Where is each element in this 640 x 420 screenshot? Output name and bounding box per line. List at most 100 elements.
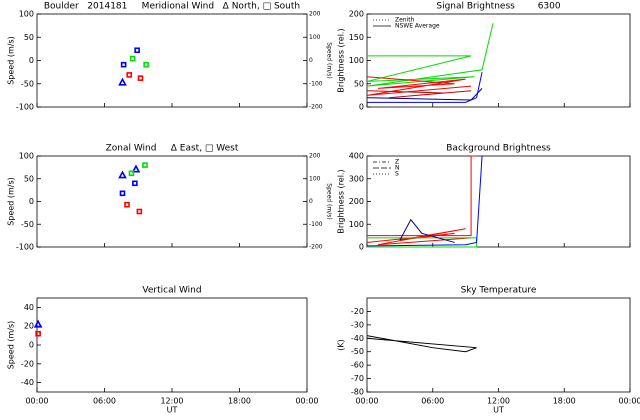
square-marker [132,180,138,187]
y-tick-label: 100 [19,10,34,19]
panel-title: Boulder 2014181 Meridional Wind Δ North,… [44,2,300,12]
x-tick-label: 00:00 [618,397,640,406]
panel-title: Background Brightness [446,144,551,154]
x-tick-label: 00:00 [295,397,318,406]
data-line [366,155,483,247]
y-tick-label: 0 [29,197,34,206]
y-tick-label: 400 [349,152,364,161]
square-marker [134,47,140,54]
y-tick-label: -60 [351,361,364,370]
data-line [366,335,477,353]
square-marker [124,201,130,208]
square-marker [136,208,143,215]
y2-tick-label: -200 [309,244,323,251]
y-tick-label: 200 [349,197,364,206]
y2-axis-label: Speed (m/s) [326,42,333,78]
y-tick-label: -50 [351,347,364,356]
y-tick-label: 0 [359,103,364,112]
x-tick-label: 00:00 [355,397,378,406]
y-tick-label: 50 [354,79,364,88]
plot-frame [36,297,308,393]
plot-frame [366,155,631,248]
y-tick-label: -50 [21,79,34,88]
legend-label: Zenith [395,17,415,24]
x-tick-label: 18:00 [553,397,576,406]
y-tick-label: 40 [24,303,34,312]
y-axis-label: Speed (m/s) [7,177,16,226]
y-tick-label: 100 [19,152,34,161]
legend-label: N [395,165,400,172]
x-axis-label: UT [493,406,504,415]
y2-tick-label: 0 [309,198,313,205]
y-axis-label: Brightness (rel.) [337,169,346,233]
square-marker [35,330,41,337]
x-tick-label: 06:00 [93,397,116,406]
x-tick-label: 12:00 [487,397,510,406]
y2-tick-label: -200 [309,104,323,111]
y2-axis-label: Speed (m/s) [326,183,333,219]
y-tick-label: -70 [351,374,364,383]
square-marker [119,190,126,197]
y-tick-label: -40 [351,334,364,343]
data-line [366,23,494,87]
triangle-marker [118,170,127,179]
data-line [366,88,483,101]
y-tick-label: -40 [21,378,34,387]
y2-tick-label: 200 [309,153,321,160]
panel-title: Sky Temperature [461,286,537,296]
data-line [366,76,472,96]
panel-title: Signal Brightness 6300 [436,2,561,12]
y-tick-label: -20 [21,359,34,368]
x-tick-label: 12:00 [160,397,183,406]
x-tick-label: 06:00 [421,397,444,406]
legend-label: S [395,171,399,178]
y-axis-label: Speed (m/s) [7,321,16,370]
y2-tick-label: 200 [309,11,321,18]
data-line [366,90,472,99]
plot-frame [366,297,631,393]
y-tick-label: -20 [351,307,364,316]
y-tick-label: -30 [351,320,364,329]
x-tick-label: 18:00 [228,397,251,406]
panel-title: Vertical Wind [142,286,201,296]
y2-tick-label: 100 [309,175,321,182]
y-tick-label: 0 [359,243,364,252]
square-marker [143,61,149,68]
y-tick-label: 50 [24,33,34,42]
y-tick-label: 300 [349,174,364,183]
y2-tick-label: -100 [309,80,323,87]
y2-tick-label: 100 [309,34,321,41]
data-line [399,218,455,243]
y-axis-label: Brightness (rel.) [337,28,346,92]
y-tick-label: -100 [16,243,34,252]
y-tick-label: 100 [349,220,364,229]
y-axis-label: (K) [337,339,346,351]
y-tick-label: 0 [29,341,34,350]
y-tick-label: 0 [29,56,34,65]
y2-tick-label: 0 [309,57,313,64]
square-marker [120,61,127,68]
triangle-marker [33,319,43,328]
y-tick-label: -80 [351,388,364,397]
y2-tick-label: -100 [309,221,323,228]
square-marker [126,72,133,78]
square-marker [129,55,136,62]
panel-title: Zonal Wind Δ East, □ West [106,144,239,154]
y-tick-label: 50 [24,174,34,183]
x-tick-label: 00:00 [25,397,48,406]
x-axis-label: UT [167,406,178,415]
y-tick-label: -50 [21,220,34,229]
y-axis-label: Speed (m/s) [7,36,16,85]
square-marker [137,75,144,81]
y-tick-label: 150 [349,33,364,42]
legend-label: Z [395,159,399,166]
legend-label: NSWE Average [395,23,440,30]
triangle-marker [131,164,141,173]
y-tick-label: 100 [349,56,364,65]
y-tick-label: -100 [16,103,34,112]
plot-frame [36,13,308,108]
triangle-marker [118,77,127,86]
square-marker [128,170,135,177]
